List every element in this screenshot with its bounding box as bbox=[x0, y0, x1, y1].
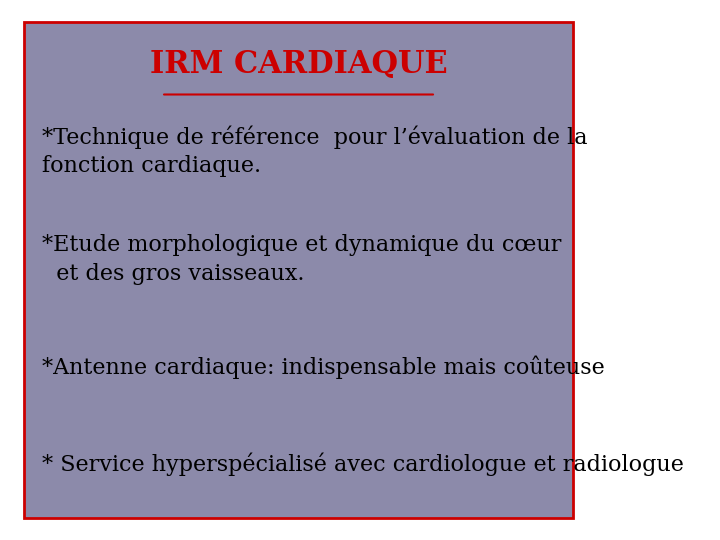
Text: *Antenne cardiaque: indispensable mais coûteuse: *Antenne cardiaque: indispensable mais c… bbox=[42, 355, 605, 379]
Text: *Etude morphologique et dynamique du cœur
  et des gros vaisseaux.: *Etude morphologique et dynamique du cœu… bbox=[42, 234, 561, 285]
Text: IRM CARDIAQUE: IRM CARDIAQUE bbox=[150, 49, 447, 80]
Text: * Service hyperspécialisé avec cardiologue et radiologue: * Service hyperspécialisé avec cardiolog… bbox=[42, 453, 684, 476]
FancyBboxPatch shape bbox=[24, 22, 573, 518]
Text: *Technique de référence  pour l’évaluation de la
fonction cardiaque.: *Technique de référence pour l’évaluatio… bbox=[42, 125, 588, 177]
